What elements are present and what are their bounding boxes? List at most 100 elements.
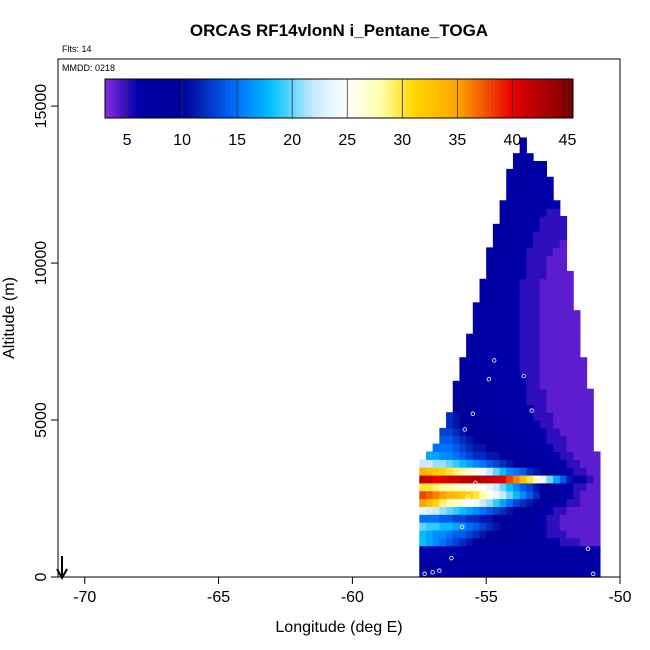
colorbar-border (104, 78, 574, 119)
heatmap-cell (486, 310, 494, 319)
heatmap-cell (533, 341, 541, 350)
heatmap-cell (506, 522, 514, 531)
heatmap-cell (419, 545, 427, 555)
heatmap-cell (526, 176, 534, 186)
colorbar-segment (393, 79, 398, 118)
heatmap-cell (486, 247, 494, 256)
heatmap-cell (492, 537, 501, 547)
heatmap-cell (519, 459, 527, 468)
heatmap-cell (553, 294, 561, 303)
heatmap-cell (546, 286, 554, 296)
heatmap-cell (553, 302, 561, 311)
heatmap-cell (519, 482, 527, 492)
x-tick-label: -60 (341, 589, 364, 606)
heatmap-cell (573, 514, 581, 523)
heatmap-cell (472, 404, 481, 413)
heatmap-cell (512, 553, 521, 562)
heatmap-cell (533, 451, 541, 460)
heatmap-cell (546, 200, 554, 209)
heatmap-cell (459, 490, 467, 500)
heatmap-cell (459, 451, 467, 460)
heatmap-cell (446, 514, 454, 523)
heatmap-cell (553, 404, 561, 413)
heatmap-cell (472, 372, 481, 382)
heatmap-cell (419, 522, 427, 531)
heatmap-cell (593, 474, 601, 484)
heatmap-cell (479, 278, 487, 288)
heatmap-cell (512, 427, 521, 437)
colorbar-segment (112, 79, 118, 118)
heatmap-cell (486, 537, 494, 547)
heatmap-cell (519, 184, 527, 194)
heatmap-cell (459, 545, 467, 555)
heatmap-cell (559, 278, 568, 288)
heatmap-cell (526, 294, 534, 303)
colorbar-segment (300, 79, 305, 118)
heatmap-cell (506, 286, 514, 296)
heatmap-cell (553, 349, 561, 358)
heatmap-cell (472, 396, 481, 405)
heatmap-cell (432, 537, 440, 547)
heatmap-cell (566, 506, 574, 515)
heatmap-cell (479, 474, 487, 484)
heatmap-cell (492, 270, 501, 280)
heatmap-cell (526, 223, 534, 233)
heatmap-cell (472, 380, 481, 390)
heatmap-cell (492, 255, 501, 264)
heatmap-cell (579, 396, 588, 405)
heatmap-cell (533, 498, 541, 507)
colorbar-segment (471, 79, 476, 118)
heatmap-cell (526, 357, 534, 366)
heatmap-cell (506, 215, 514, 225)
heatmap-cell (506, 270, 514, 280)
heatmap-cell (499, 310, 507, 319)
heatmap-cell (546, 247, 554, 256)
heatmap-cell (466, 459, 474, 468)
sample-point (459, 524, 465, 529)
heatmap-cell (573, 325, 581, 335)
heatmap-cell (533, 412, 541, 421)
heatmap-cell (559, 239, 568, 248)
heatmap-cell (526, 467, 534, 476)
heatmap-cell (466, 404, 474, 413)
heatmap-cell (539, 553, 547, 562)
heatmap-cell (466, 380, 474, 390)
colorbar-segment (292, 79, 297, 118)
heatmap-cell (499, 514, 507, 523)
heatmap-cell (573, 349, 581, 358)
heatmap-cell (519, 161, 527, 170)
y-tick-label: 0 (33, 572, 50, 581)
heatmap-cell (539, 286, 547, 296)
heatmap-cell (486, 318, 494, 327)
heatmap-cell (452, 553, 461, 562)
heatmap-cell (566, 443, 574, 453)
heatmap-cell (533, 192, 541, 201)
heatmap-cell (425, 498, 434, 507)
heatmap-cell (512, 294, 521, 303)
heatmap-cell (593, 569, 601, 578)
x-tick-label: -55 (475, 589, 498, 606)
heatmap-cell (553, 482, 561, 492)
heatmap-cell (533, 553, 541, 562)
heatmap-cell (506, 451, 514, 460)
heatmap-cell (533, 176, 541, 186)
heatmap-cell (492, 529, 501, 539)
colorbar-segment (261, 79, 266, 118)
heatmap-cell (533, 357, 541, 366)
heatmap-cell (512, 215, 521, 225)
heatmap-cell (506, 365, 514, 374)
heatmap-cell (479, 372, 487, 382)
heatmap-cell (499, 498, 507, 507)
heatmap-cell (472, 302, 481, 311)
heatmap-cell (486, 286, 494, 296)
colorbar-segment (214, 79, 219, 118)
heatmap-cell (533, 333, 541, 343)
colorbar-segment (245, 79, 250, 118)
heatmap-cell (526, 184, 534, 194)
heatmap-cell (439, 435, 447, 445)
heatmap-cell (553, 490, 561, 500)
heatmap-cell (546, 310, 554, 319)
heatmap-cell (506, 404, 514, 413)
heatmap-cell (506, 263, 514, 272)
heatmap-cell (553, 208, 561, 217)
